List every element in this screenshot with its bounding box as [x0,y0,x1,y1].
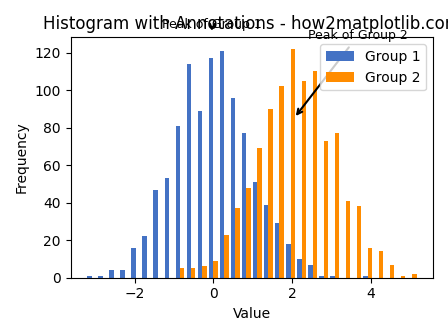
Bar [390,264,394,278]
Bar [187,64,191,278]
Bar [154,190,158,278]
Bar [286,244,290,278]
Bar [253,182,257,278]
Title: Histogram with Annotations - how2matplotlib.com: Histogram with Annotations - how2matplot… [43,15,448,33]
Bar [323,141,328,278]
Bar [379,251,383,278]
Bar [87,276,91,278]
Bar [213,261,218,278]
Bar [357,206,361,278]
Bar [290,49,295,278]
Bar [180,268,185,278]
X-axis label: Value: Value [233,307,271,321]
Bar [98,276,103,278]
Bar [363,276,368,278]
Bar [346,201,350,278]
Bar [198,111,202,278]
Bar [297,259,302,278]
Text: Peak of Group 1: Peak of Group 1 [162,18,262,31]
Bar [264,205,268,278]
Bar [330,276,335,278]
Bar [412,274,417,278]
Bar [120,270,125,278]
Bar [302,81,306,278]
Bar [176,126,180,278]
Bar [220,51,224,278]
Legend: Group 1, Group 2: Group 1, Group 2 [320,44,426,90]
Bar [257,148,262,278]
Bar [335,133,339,278]
Bar [209,58,213,278]
Bar [109,270,114,278]
Y-axis label: Frequency: Frequency [15,122,29,194]
Bar [280,86,284,278]
Bar [313,71,317,278]
Bar [142,237,147,278]
Bar [202,266,207,278]
Bar [191,268,195,278]
Bar [401,276,405,278]
Bar [231,97,235,278]
Bar [246,187,251,278]
Bar [275,223,280,278]
Bar [319,276,323,278]
Bar [368,248,372,278]
Bar [164,178,169,278]
Bar [308,264,313,278]
Text: Peak of Group 2: Peak of Group 2 [297,29,408,114]
Bar [268,109,273,278]
Bar [131,248,136,278]
Bar [224,235,228,278]
Bar [242,133,246,278]
Bar [235,208,240,278]
